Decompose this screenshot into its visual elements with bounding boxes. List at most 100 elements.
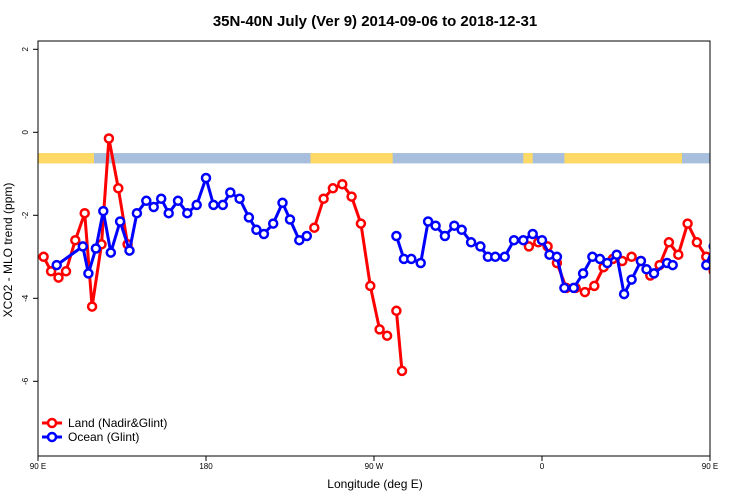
series-1-point-0-18 (217, 199, 229, 211)
series-1-point-1-27 (618, 288, 630, 300)
series-1-point-0-16 (200, 172, 212, 184)
series-0-line-2 (394, 309, 404, 373)
series-1-point-0-22 (251, 224, 262, 236)
series-0-point-1-8 (381, 330, 393, 341)
series-0-point-0-6 (86, 301, 98, 312)
x-tick-label-2: 90 W (365, 462, 384, 471)
x-tick-label-4: 90 E (702, 462, 718, 471)
series-1-point-2-0 (701, 259, 710, 271)
surface-strip (38, 153, 710, 164)
surface-strip-land-segment-3 (564, 153, 682, 164)
series-1-point-1-24 (594, 253, 606, 265)
chart-title: 35N-40N July (Ver 9) 2014-09-06 to 2018-… (213, 13, 537, 30)
series-1-point-0-11 (155, 193, 167, 204)
series-0-point-1-1 (318, 193, 329, 204)
series-1-point-1-29 (635, 255, 647, 267)
series-1-point-0-14 (182, 207, 193, 219)
legend-label-0: Land (Nadir&Glint) (68, 416, 167, 430)
series-1-point-1-30 (641, 264, 652, 275)
x-tick-label-1: 180 (199, 462, 213, 471)
series-0-point-0-3 (60, 266, 72, 277)
series-0-point-1-2 (327, 183, 339, 194)
plot-area: 90 E 180 90 W 0 90 E 2 0 -2 -4 -6 (21, 40, 718, 471)
y-tick-label-1: 0 (21, 130, 30, 135)
legend-marker-0 (46, 417, 58, 429)
series-1-point-0-3 (90, 243, 102, 254)
series-1-point-1-6 (439, 230, 451, 242)
series-1-point-1-19 (551, 251, 563, 263)
series-1-point-0-9 (141, 195, 152, 207)
series-0-point-3-6 (579, 286, 591, 298)
series-1 (51, 172, 710, 300)
y-tick-label-0: 2 (21, 47, 30, 52)
series-1-point-1-5 (430, 220, 441, 231)
series-1-point-0-23 (258, 228, 270, 240)
surface-strip-land-segment-0 (38, 153, 94, 164)
series-0-point-3-0 (523, 241, 535, 252)
series-1-point-1-13 (499, 251, 510, 263)
series-0-point-0-5 (79, 207, 90, 219)
series-1-point-1-22 (577, 268, 589, 279)
series-1-point-0-13 (172, 195, 184, 207)
series-1-point-0-26 (284, 214, 296, 225)
series-1-point-1-31 (648, 268, 660, 279)
series-1-point-1-25 (602, 257, 613, 269)
legend-label-1: Ocean (Glint) (68, 430, 139, 444)
series-1-point-1-16 (527, 228, 538, 240)
series-0-point-1-0 (309, 222, 320, 233)
series-1-point-0-4 (98, 205, 109, 217)
series-1-point-0-8 (131, 207, 143, 219)
series-0-point-0-1 (45, 266, 57, 277)
surface-strip-land-segment-2 (523, 153, 533, 164)
x-tick-label-0: 90 E (30, 462, 46, 471)
series-1-point-1-17 (536, 234, 548, 246)
series-0-point-3-11 (626, 251, 637, 263)
series-1-point-0-1 (77, 241, 89, 252)
series-1-point-0-24 (267, 218, 279, 229)
y-tick-label-3: -4 (21, 294, 30, 302)
series-0-point-2-0 (391, 305, 402, 317)
series-1-point-0-27 (294, 234, 305, 246)
series-layer (38, 133, 710, 377)
series-1-point-1-15 (518, 234, 529, 246)
series-1-point-0-21 (243, 212, 255, 223)
series-1-point-0-25 (277, 197, 288, 209)
series-1-point-0-0 (51, 259, 62, 271)
series-1-point-1-8 (456, 224, 467, 236)
series-1-point-1-14 (508, 234, 520, 246)
surface-strip-land-segment-1 (310, 153, 393, 164)
series-0-point-0-9 (113, 183, 124, 194)
series-1-point-1-4 (422, 216, 434, 227)
series-0-point-0-4 (70, 234, 81, 246)
series-0-point-1-5 (355, 218, 367, 229)
series-0-point-3-16 (673, 249, 684, 260)
series-0-point-0-2 (53, 272, 64, 283)
series-1-point-0-6 (114, 216, 126, 227)
series-1-point-0-7 (124, 245, 135, 256)
series-0-point-0-8 (103, 133, 115, 144)
series-1-point-1-12 (490, 251, 501, 263)
series-1-point-1-2 (406, 253, 417, 265)
series-1-point-0-20 (234, 193, 245, 204)
series-0-point-3-18 (691, 237, 703, 248)
y-axis-label: XCO2 - MLO trend (ppm) (1, 183, 15, 318)
y-tick-label-4: -6 (21, 377, 30, 385)
series-1-point-1-33 (667, 259, 678, 271)
y-tick-label-2: -2 (21, 211, 30, 219)
series-1-point-1-20 (559, 282, 570, 294)
series-1-point-1-26 (611, 249, 622, 260)
series-1-point-1-9 (465, 237, 477, 248)
series-1-line-1 (394, 220, 675, 296)
series-0-point-3-7 (589, 280, 600, 292)
series-0-point-3-15 (663, 237, 675, 248)
series-1-point-1-28 (626, 274, 637, 285)
series-1-point-0-15 (191, 199, 202, 211)
legend: Land (Nadir&Glint)Ocean (Glint) (42, 416, 167, 444)
series-1-point-0-28 (301, 230, 313, 242)
x-tick-label-3: 0 (540, 462, 545, 471)
series-1-point-1-21 (568, 282, 579, 294)
series-1-point-0-2 (83, 268, 94, 279)
x-axis-label: Longitude (deg E) (327, 477, 422, 491)
series-0-point-1-4 (346, 191, 357, 202)
